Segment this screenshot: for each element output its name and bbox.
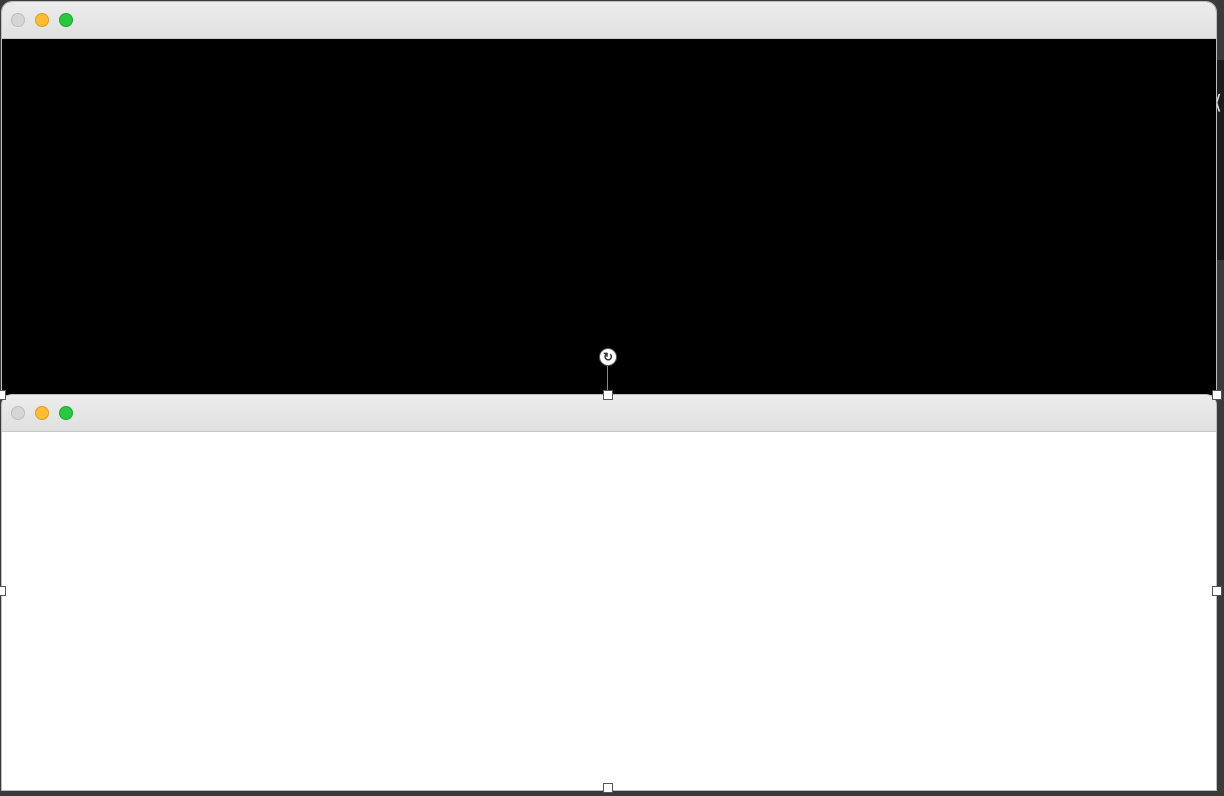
resize-handle-right[interactable]	[1212, 586, 1222, 596]
resize-handle-bottom[interactable]	[603, 783, 613, 793]
close-button[interactable]	[11, 13, 25, 27]
close-button[interactable]	[11, 406, 25, 420]
rotate-handle-stem	[607, 366, 608, 392]
minimize-button[interactable]	[35, 13, 49, 27]
minimize-button[interactable]	[35, 406, 49, 420]
top-window-titlebar[interactable]	[2, 2, 1216, 39]
landmark-viewport[interactable]	[2, 432, 1216, 790]
top-window-traffic-lights	[11, 13, 73, 27]
bottom-window-titlebar[interactable]	[2, 395, 1216, 432]
background-glyph: ⟨	[1214, 92, 1222, 114]
maximize-button[interactable]	[59, 13, 73, 27]
background-window-strip: ⟨	[1214, 60, 1224, 260]
rotate-icon[interactable]: ↻	[599, 348, 617, 366]
bottom-window	[2, 395, 1216, 790]
face-mesh-canvas	[2, 39, 1216, 395]
resize-handle-top-right[interactable]	[1212, 390, 1222, 400]
resize-handle-left[interactable]	[0, 586, 6, 596]
resize-handle-top[interactable]	[603, 390, 613, 400]
bottom-window-traffic-lights	[11, 406, 73, 420]
top-window	[2, 2, 1216, 395]
face-mesh-viewport[interactable]	[2, 39, 1216, 395]
resize-handle-top-left[interactable]	[0, 390, 6, 400]
maximize-button[interactable]	[59, 406, 73, 420]
landmark-canvas	[2, 432, 1216, 790]
